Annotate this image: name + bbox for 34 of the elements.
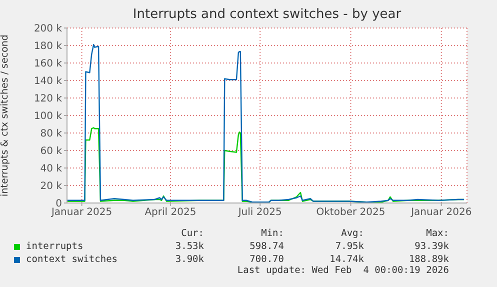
text: Cur: bbox=[180, 228, 204, 239]
x-tick-label: Januar 2025 bbox=[50, 207, 112, 218]
text: 3.90k bbox=[174, 254, 204, 265]
text: Max: bbox=[425, 228, 449, 239]
text: 188.89k bbox=[408, 254, 449, 265]
chart-title: Interrupts and context switches - by year bbox=[132, 7, 402, 22]
y-tick-label: 80 k bbox=[40, 128, 62, 140]
text: 700.70 bbox=[248, 254, 284, 265]
y-tick-label: 200 k bbox=[34, 24, 62, 35]
text: Avg: bbox=[340, 228, 364, 239]
y-axis-title: interrupts & ctx switches / second bbox=[0, 34, 10, 196]
x-tick-label: April 2025 bbox=[144, 207, 196, 218]
y-tick-label: 180 k bbox=[34, 41, 62, 52]
text: 598.74 bbox=[248, 241, 284, 252]
legend-label: interrupts bbox=[26, 241, 84, 252]
y-tick-label: 60 k bbox=[40, 146, 62, 158]
text: Min: bbox=[260, 228, 284, 239]
x-tick-label: Juli 2025 bbox=[237, 207, 282, 218]
y-tick-label: 0 bbox=[56, 198, 62, 210]
text: 14.74k bbox=[328, 254, 364, 265]
legend-label: context switches bbox=[26, 254, 118, 265]
text: 7.95k bbox=[334, 241, 364, 252]
y-tick-label: 40 k bbox=[40, 164, 62, 175]
y-tick-label: 160 k bbox=[34, 58, 62, 70]
x-tick-label: Oktober 2025 bbox=[316, 207, 386, 218]
text: 3.53k bbox=[174, 241, 204, 252]
text: 93.39k bbox=[414, 241, 449, 252]
line-series bbox=[67, 44, 465, 203]
text: Last update: Wed Feb 4 00:00:19 2026 bbox=[236, 265, 449, 276]
y-tick-label: 140 k bbox=[34, 76, 62, 88]
y-tick-label: 120 k bbox=[34, 94, 62, 105]
y-tick-label: 20 k bbox=[40, 181, 62, 192]
y-tick-label: 100 k bbox=[34, 111, 62, 122]
x-tick-label: Januar 2026 bbox=[410, 207, 472, 218]
